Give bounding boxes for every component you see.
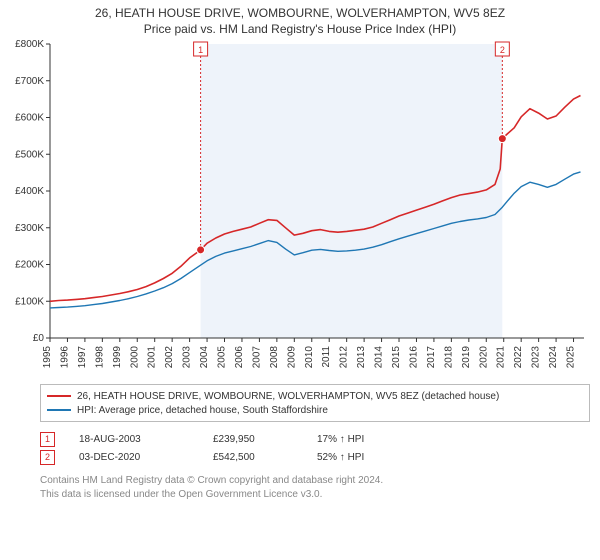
svg-text:2024: 2024	[548, 346, 559, 369]
sale-pct: 52% ↑ HPI	[317, 452, 407, 463]
legend-label: HPI: Average price, detached house, Sout…	[77, 405, 328, 416]
svg-text:2012: 2012	[339, 346, 350, 369]
svg-text:2: 2	[500, 45, 505, 55]
svg-text:2004: 2004	[199, 346, 210, 369]
svg-text:2020: 2020	[478, 346, 489, 369]
sale-pct: 17% ↑ HPI	[317, 434, 407, 445]
svg-text:2009: 2009	[286, 346, 297, 369]
svg-text:1996: 1996	[59, 346, 70, 369]
price-chart: £0 £100K £200K £300K £400K £500K £600K £700K £80…	[6, 38, 590, 378]
svg-text:1998: 1998	[94, 346, 105, 369]
svg-text:2016: 2016	[408, 346, 419, 369]
svg-text:2005: 2005	[217, 346, 228, 369]
svg-text:£200K: £200K	[15, 260, 44, 271]
svg-text:2007: 2007	[251, 346, 262, 369]
svg-text:£500K: £500K	[15, 149, 44, 160]
svg-text:1995: 1995	[42, 346, 53, 369]
legend-label: 26, HEATH HOUSE DRIVE, WOMBOURNE, WOLVER…	[77, 391, 499, 402]
svg-text:2025: 2025	[566, 346, 577, 369]
svg-text:2003: 2003	[182, 346, 193, 369]
license-text: Contains HM Land Registry data © Crown c…	[40, 474, 590, 501]
sale-row: 2 03-DEC-2020 £542,500 52% ↑ HPI	[40, 448, 590, 466]
svg-text:2023: 2023	[531, 346, 542, 369]
svg-text:2001: 2001	[147, 346, 158, 369]
svg-text:£300K: £300K	[15, 223, 44, 234]
svg-text:2017: 2017	[426, 346, 437, 369]
title-sub: Price paid vs. HM Land Registry's House …	[8, 22, 592, 36]
svg-text:2021: 2021	[496, 346, 507, 369]
svg-text:2006: 2006	[234, 346, 245, 369]
sale-row: 1 18-AUG-2003 £239,950 17% ↑ HPI	[40, 430, 590, 448]
sale-date: 18-AUG-2003	[79, 434, 189, 445]
svg-text:2010: 2010	[304, 346, 315, 369]
sale-marker: 2	[40, 450, 55, 465]
svg-text:£600K: £600K	[15, 113, 44, 124]
sale-price: £239,950	[213, 434, 293, 445]
license-line-2: This data is licensed under the Open Gov…	[40, 488, 590, 502]
svg-text:2000: 2000	[129, 346, 140, 369]
svg-text:2019: 2019	[461, 346, 472, 369]
svg-text:2013: 2013	[356, 346, 367, 369]
svg-text:1999: 1999	[112, 346, 123, 369]
svg-text:£100K: £100K	[15, 296, 44, 307]
sales-box: 1 18-AUG-2003 £239,950 17% ↑ HPI 2 03-DEC-202…	[40, 430, 590, 466]
svg-text:2011: 2011	[321, 346, 332, 368]
sale-marker: 1	[40, 432, 55, 447]
legend-swatch	[47, 409, 71, 411]
svg-text:2022: 2022	[513, 346, 524, 369]
svg-text:£700K: £700K	[15, 76, 44, 87]
legend-swatch	[47, 395, 71, 397]
svg-text:2015: 2015	[391, 346, 402, 369]
title-main: 26, HEATH HOUSE DRIVE, WOMBOURNE, WOLVER…	[8, 6, 592, 20]
legend-row: HPI: Average price, detached house, Sout…	[47, 403, 583, 417]
svg-text:2014: 2014	[374, 346, 385, 369]
svg-text:2018: 2018	[443, 346, 454, 369]
svg-text:1: 1	[198, 45, 203, 55]
sale-date: 03-DEC-2020	[79, 452, 189, 463]
svg-text:2008: 2008	[269, 346, 280, 369]
svg-text:£400K: £400K	[15, 186, 44, 197]
sale-price: £542,500	[213, 452, 293, 463]
legend-row: 26, HEATH HOUSE DRIVE, WOMBOURNE, WOLVER…	[47, 389, 583, 403]
svg-text:2002: 2002	[164, 346, 175, 369]
svg-text:1997: 1997	[77, 346, 88, 369]
license-line-1: Contains HM Land Registry data © Crown c…	[40, 474, 590, 488]
legend-box: 26, HEATH HOUSE DRIVE, WOMBOURNE, WOLVER…	[40, 384, 590, 422]
svg-text:£0: £0	[33, 333, 45, 344]
svg-text:£800K: £800K	[15, 39, 44, 50]
